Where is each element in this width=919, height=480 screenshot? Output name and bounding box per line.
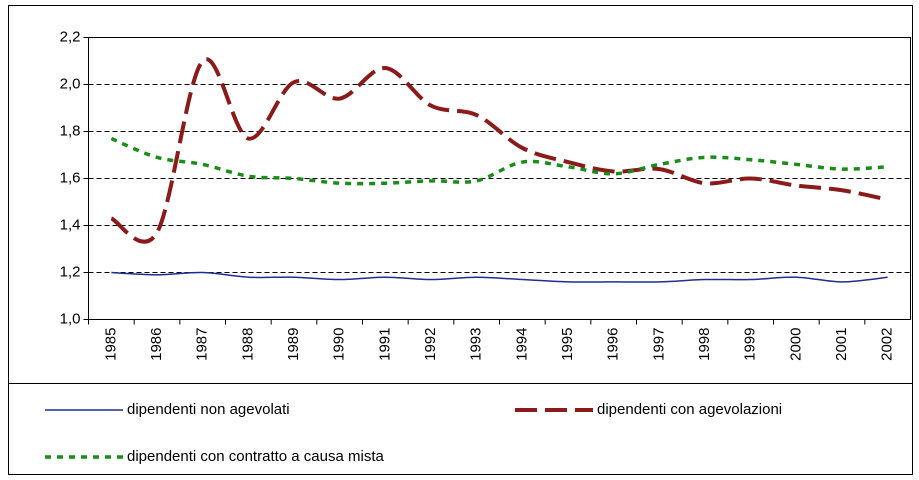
legend-label: dipendenti con agevolazioni <box>597 401 782 418</box>
y-tick-label: 1,2 <box>60 263 81 280</box>
x-tick-label: 1997 <box>650 328 667 361</box>
chart-frame <box>8 5 913 475</box>
x-tick-label: 1992 <box>422 328 439 361</box>
x-tick-label: 1988 <box>239 328 256 361</box>
x-tick-label: 1985 <box>102 328 119 361</box>
series-line <box>111 271 888 283</box>
y-tick-label: 1,6 <box>60 169 81 186</box>
y-tick-label: 2,2 <box>60 28 81 45</box>
x-tick-label: 1995 <box>559 328 576 361</box>
series-line <box>110 57 889 244</box>
y-tick-label: 2,0 <box>60 75 81 92</box>
x-tick-label: 1986 <box>148 328 165 361</box>
x-tick-label: 1990 <box>331 328 348 361</box>
legend-label: dipendenti con contratto a causa mista <box>127 448 384 465</box>
x-tick-label: 1991 <box>376 328 393 361</box>
x-tick-label: 1993 <box>468 328 485 361</box>
x-tick-label: 1998 <box>696 328 713 361</box>
x-tick-label: 1999 <box>742 328 759 361</box>
y-tick-label: 1,0 <box>60 310 81 327</box>
x-tick-label: 2001 <box>833 328 850 361</box>
y-tick-label: 1,4 <box>60 216 81 233</box>
legend-label: dipendenti non agevolati <box>127 401 290 418</box>
y-tick-label: 1,8 <box>60 122 81 139</box>
x-tick-label: 1987 <box>194 328 211 361</box>
x-tick-label: 1994 <box>513 328 530 361</box>
x-tick-label: 2000 <box>787 328 804 361</box>
x-tick-label: 1996 <box>605 328 622 361</box>
series-line <box>110 136 888 186</box>
x-tick-label: 1989 <box>285 328 302 361</box>
x-tick-label: 2002 <box>879 328 896 361</box>
